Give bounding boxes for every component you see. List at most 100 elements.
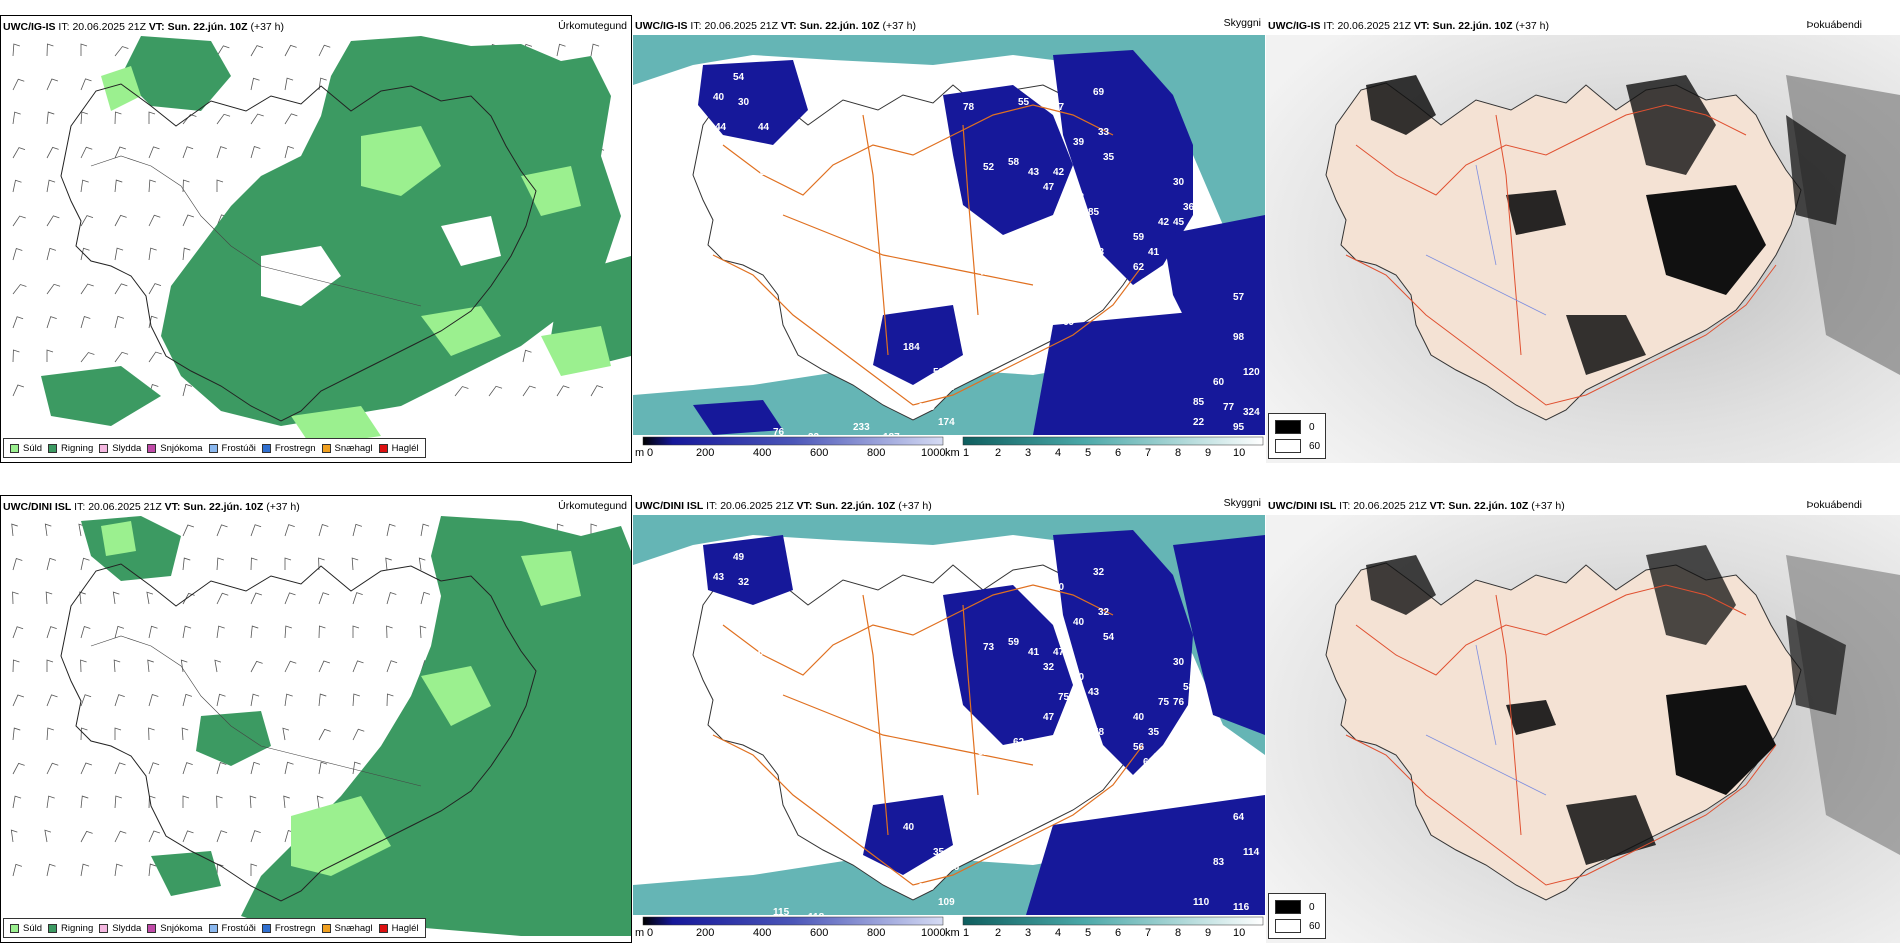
- wind-barb: [250, 761, 261, 775]
- altitude-tick: 0: [647, 927, 654, 939]
- visibility-value-label: 73: [1058, 212, 1070, 223]
- wind-barb: [148, 863, 157, 877]
- wind-barb: [114, 247, 124, 261]
- altitude-tick: 200: [696, 927, 715, 939]
- visibility-value-label: 43: [888, 752, 900, 763]
- wind-barb: [318, 761, 328, 775]
- visibility-value-label: 78: [963, 102, 975, 113]
- legend-swatch: [99, 443, 109, 453]
- visibility-value-label: 30: [738, 97, 750, 108]
- wind-barb: [148, 283, 162, 295]
- wind-barb: [316, 795, 324, 809]
- visibility-value-label: 50: [888, 272, 900, 283]
- wind-barb: [284, 44, 297, 57]
- altitude-tick: 600: [810, 447, 829, 459]
- legend-item-sudl: Súld: [10, 443, 42, 454]
- wind-barb: [114, 863, 123, 877]
- visibility-tick: 7: [1145, 447, 1152, 459]
- visibility-value-label: 59: [1053, 287, 1065, 298]
- wind-barb: [182, 592, 195, 605]
- visibility-value-label: 59: [1008, 637, 1020, 648]
- wind-barb: [522, 385, 536, 397]
- precip-panel-2: UWC/DINI ISL IT: 20.06.2025 21Z VT: Sun.…: [0, 495, 632, 943]
- wind-barb: [182, 146, 194, 159]
- visibility-value-label: 32: [1093, 567, 1105, 578]
- visibility-value-label: 98: [1233, 332, 1245, 343]
- visibility-value-label: 57: [1043, 232, 1055, 243]
- visibility-value-label: 233: [853, 422, 870, 433]
- visibility-value-label: 116: [1233, 902, 1250, 913]
- legend-item-slydda: Slydda: [99, 443, 141, 454]
- legend-swatch: [48, 443, 58, 453]
- visibility-tick: 1: [963, 927, 970, 939]
- drizzle-areas: [101, 66, 611, 446]
- wind-barb: [114, 315, 125, 329]
- legend-item-frostregn: Frostregn: [261, 923, 316, 934]
- wind-barb: [148, 214, 161, 227]
- wind-barb: [284, 113, 298, 125]
- wind-barb: [420, 523, 430, 537]
- land: [1325, 562, 1802, 901]
- wind-barb: [590, 43, 600, 57]
- visibility-value-label: 112: [758, 167, 775, 178]
- visibility-value-label: 40: [1073, 617, 1085, 628]
- visibility-tick: 6: [1115, 447, 1122, 459]
- visibility-value-label: 85: [1193, 397, 1205, 408]
- wind-barb: [114, 146, 127, 159]
- colorbar-row-1: m 0 200 400 600 800 1000 km 1 2 3 4 5 6 …: [633, 435, 1265, 463]
- wind-barb: [80, 694, 92, 707]
- wind-barb: [250, 592, 263, 605]
- visibility-value-label: 118: [918, 882, 935, 893]
- visibility-value-label: 47: [1053, 102, 1065, 113]
- wind-barb: [46, 863, 56, 877]
- wind-barb: [284, 660, 297, 673]
- wind-barb: [522, 349, 532, 363]
- wind-barb: [11, 523, 18, 537]
- wind-barb: [114, 762, 126, 775]
- visibility-value-label: 40: [713, 92, 725, 103]
- wind-barb: [114, 830, 127, 843]
- visibility-tick: 6: [1115, 927, 1122, 939]
- colorbar-svg: [642, 436, 1264, 446]
- panel-header: UWC/IG-IS IT: 20.06.2025 21Z VT: Sun. 22…: [3, 21, 285, 33]
- legend-item-snaehagl: Snæhagl: [321, 443, 373, 454]
- precip-panel-1: UWC/IG-IS IT: 20.06.2025 21Z VT: Sun. 22…: [0, 15, 632, 463]
- wind-barb: [216, 761, 227, 775]
- iceland-outline: [60, 563, 537, 902]
- panel-header: UWC/IG-IS IT: 20.06.2025 21Z VT: Sun. 22…: [1268, 20, 1550, 32]
- wind-barb: [46, 146, 59, 159]
- visibility-tick: 2: [995, 447, 1002, 459]
- wind-barb: [148, 247, 157, 261]
- legend-item-frostudi: Frostúði: [208, 443, 256, 454]
- visibility-tick: 10: [1233, 447, 1246, 459]
- wind-barb: [46, 626, 57, 639]
- wind-barb: [386, 660, 398, 673]
- visibility-value-label: 60: [758, 647, 770, 658]
- altitude-tick: 400: [753, 927, 772, 939]
- wind-barb: [112, 591, 120, 605]
- visibility-tick: 7: [1145, 927, 1152, 939]
- wind-barb: [80, 625, 91, 639]
- wind-barb: [216, 625, 225, 639]
- visibility-value-label: 85: [1088, 207, 1100, 218]
- altitude-tick: 0: [647, 447, 654, 459]
- wind-barb: [182, 214, 195, 227]
- visibility-value-label: 58: [1183, 682, 1195, 693]
- visibility-tick: 5: [1085, 447, 1092, 459]
- panel-title: Úrkomutegund: [558, 20, 627, 32]
- wind-barb: [12, 694, 25, 707]
- legend-swatch: [10, 923, 19, 933]
- visibility-unit: km: [945, 927, 960, 939]
- wind-barb: [12, 43, 20, 57]
- fog-panel-2: UWC/DINI ISL IT: 20.06.2025 21Z VT: Sun.…: [1266, 495, 1900, 943]
- wind-barb: [79, 591, 86, 605]
- wind-barb: [148, 762, 160, 775]
- legend-swatch: [208, 443, 218, 453]
- wind-barb: [45, 591, 53, 605]
- wind-barb: [46, 247, 57, 261]
- drizzle-areas: [101, 521, 581, 876]
- visibility-value-label: 32: [1098, 607, 1110, 618]
- wind-barb: [12, 111, 21, 125]
- wind-barb: [386, 693, 394, 707]
- fog-legend-swatch: [1275, 919, 1301, 933]
